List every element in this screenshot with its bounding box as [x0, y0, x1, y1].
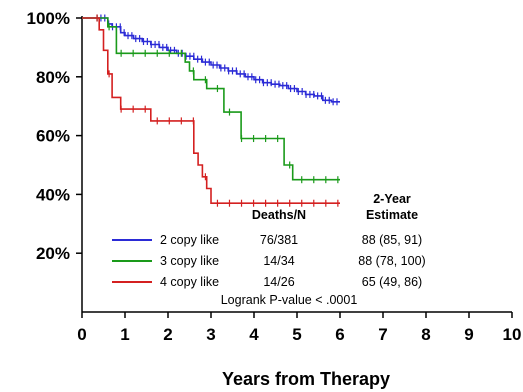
logrank-annotation: Logrank P-value < .0001: [221, 293, 358, 307]
legend-estimate-3copy: 88 (78, 100): [358, 254, 425, 268]
legend-estimate-4copy: 65 (49, 86): [362, 275, 422, 289]
legend-estimate-2copy: 88 (85, 91): [362, 233, 422, 247]
x-tick-label: 8: [421, 325, 430, 344]
series-4-copy-like: [82, 17, 340, 204]
legend-header-estimate-line1: 2-Year: [373, 192, 411, 206]
legend-header-deaths: Deaths/N: [252, 208, 306, 222]
y-tick-label: 100%: [27, 9, 70, 28]
series-3-copy-like: [82, 17, 340, 181]
x-axis-label: Years from Therapy: [222, 369, 390, 389]
x-tick-label: 9: [464, 325, 473, 344]
x-tick-label: 3: [206, 325, 215, 344]
x-tick-label: 4: [249, 325, 259, 344]
legend-label-3copy: 3 copy like: [160, 254, 219, 268]
legend-header-estimate-line2: Estimate: [366, 208, 418, 222]
x-tick-label: 6: [335, 325, 344, 344]
y-tick-label: 80%: [36, 68, 70, 87]
legend: Deaths/N 2-Year Estimate 2 copy like 76/…: [112, 192, 426, 307]
x-tick-label: 10: [503, 325, 522, 344]
x-tick-label: 2: [163, 325, 172, 344]
series-2-copy-like: [82, 17, 340, 103]
legend-label-4copy: 4 copy like: [160, 275, 219, 289]
x-tick-label: 1: [120, 325, 129, 344]
legend-deaths-3copy: 14/34: [263, 254, 294, 268]
x-tick-label: 7: [378, 325, 387, 344]
legend-deaths-2copy: 76/381: [260, 233, 298, 247]
y-tick-label: 60%: [36, 127, 70, 146]
legend-label-2copy: 2 copy like: [160, 233, 219, 247]
legend-deaths-4copy: 14/26: [263, 275, 294, 289]
y-tick-label: 20%: [36, 244, 70, 263]
x-tick-label: 0: [77, 325, 86, 344]
axes: 20% 40% 60% 80% 100% 0 1 2 3 4 5 6 7 8 9 10: [27, 9, 522, 344]
y-tick-label: 40%: [36, 185, 70, 204]
x-tick-label: 5: [292, 325, 301, 344]
series-group: [82, 14, 340, 207]
